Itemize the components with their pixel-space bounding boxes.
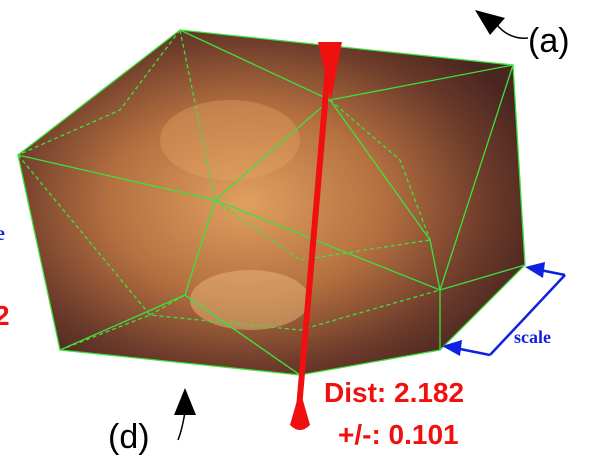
pointer-d [174, 388, 196, 440]
label-d: (d) [108, 418, 150, 456]
label-a: (a) [528, 22, 570, 60]
cropped-red-label: 2 [0, 300, 10, 331]
scale-label: scale [514, 327, 551, 347]
tissue-highlight [190, 270, 310, 330]
cropped-blue-label: e [0, 223, 5, 245]
uncertainty-label: +/-: 0.101 [338, 419, 459, 450]
pointer-a [475, 10, 528, 38]
page: {"labels": {"a": "(a)", "d": "(d)", "sca… [0, 0, 594, 461]
distance-label: Dist: 2.182 [324, 377, 464, 408]
tissue-highlight [160, 100, 300, 180]
figure: (a) (d) scale Dist: 2.182 +/-: 0.101 e 2 [0, 0, 594, 461]
